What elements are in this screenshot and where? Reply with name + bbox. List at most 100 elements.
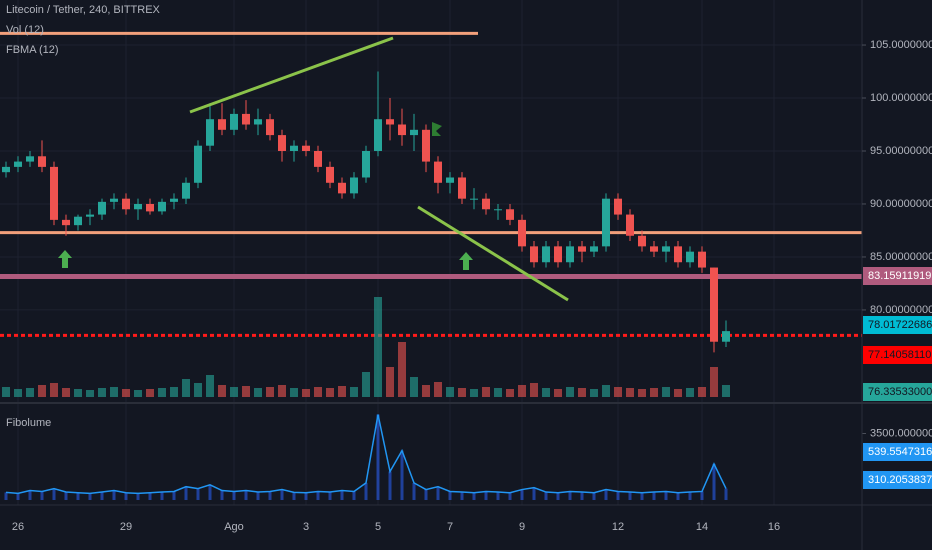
price-tag (863, 316, 932, 334)
price-axis: 80.00000000 85.00000000 90.00000000 95.0000… (862, 39, 932, 401)
y-tick-label: 80.00000000 (870, 304, 932, 316)
candle-body (398, 124, 406, 136)
levels (0, 31, 862, 337)
candle-body (698, 251, 706, 268)
fibolume-bar (580, 492, 584, 500)
candle-body (290, 145, 298, 151)
fibolume-bar (700, 491, 704, 500)
arrow-up (58, 250, 72, 268)
volume-bar (14, 389, 22, 397)
price-tag-label: 77.14058110 (868, 349, 931, 361)
fibolume-bar (652, 492, 656, 500)
volume-bar (266, 387, 274, 397)
fibolume-bar (484, 491, 488, 500)
fibolume-bar (112, 490, 116, 500)
volume-bar (458, 388, 466, 397)
trendline (417, 205, 569, 302)
fibolume-bar (436, 486, 440, 500)
fibolume-bar (88, 493, 92, 500)
volume-bar (170, 387, 178, 397)
candle-body (710, 267, 718, 342)
fibolume-bar (604, 489, 608, 500)
candle-body (110, 198, 118, 202)
fibolume-bar (292, 492, 296, 500)
fibolume-panel: 3500.00000000 539.55473167 310.20538374 (4, 414, 932, 500)
volume-bar (86, 390, 94, 397)
volume-bar (290, 388, 298, 397)
y-tick-label: 3500.00000000 (870, 427, 932, 439)
candles (2, 71, 730, 353)
candle-body (386, 119, 394, 125)
x-tick-label: 14 (696, 521, 708, 533)
volume-bar (50, 383, 58, 397)
candle-body (134, 203, 142, 210)
fibolume-bar (628, 492, 632, 500)
fibolume-line (5, 414, 727, 495)
volume-bar (38, 385, 46, 397)
candle-body (638, 235, 646, 247)
candle-body (614, 198, 622, 215)
volume-bar (74, 389, 82, 397)
candle-body (50, 166, 58, 220)
x-tick-label: 29 (120, 521, 132, 533)
candle-body (566, 246, 574, 263)
candle-body (506, 209, 514, 220)
price-tag (863, 383, 932, 401)
fibolume-bar (508, 492, 512, 500)
volume-bar (698, 387, 706, 397)
fibolume-bar (424, 489, 428, 500)
fibolume-bar (712, 463, 716, 500)
candle-body (626, 214, 634, 236)
fibolume-bar (304, 492, 308, 500)
indicator-label: Vol (12) (6, 24, 44, 36)
panel-title: Fibolume (6, 417, 51, 429)
price-tag (863, 346, 932, 364)
value-tag (863, 443, 932, 461)
fibolume-bar (40, 491, 44, 500)
fibolume-bar (364, 482, 368, 500)
price-tag (863, 267, 932, 285)
volume-bar (98, 388, 106, 397)
volume-bar (326, 388, 334, 397)
fibolume-bar (328, 492, 332, 500)
price-tag-label: 76.33533000 (868, 386, 932, 398)
arrow-up (459, 252, 473, 270)
fibolume-bar (136, 493, 140, 500)
fibolume-bar (520, 489, 524, 500)
volume-bar (62, 388, 70, 397)
x-tick-label: 12 (612, 521, 624, 533)
candle-body (458, 177, 466, 199)
candle-body (410, 129, 418, 136)
volume-bar (410, 377, 418, 397)
volume-bar (2, 387, 10, 397)
fibolume-bar (16, 493, 20, 500)
volume-bar (230, 387, 238, 397)
fibolume-bar (388, 471, 392, 500)
volume-bar (518, 385, 526, 397)
volume-bar (302, 389, 310, 397)
fibolume-bar (76, 492, 80, 500)
candle-body (122, 198, 130, 210)
indicator-label: FBMA (12) (6, 44, 59, 56)
price-tag-label: 83.15911919 (868, 270, 931, 282)
fibolume-bar (664, 491, 668, 500)
volume-bar (470, 389, 478, 397)
candle-body (302, 145, 310, 151)
fibolume-bar (184, 486, 188, 500)
candle-body (422, 129, 430, 162)
candle-body (494, 209, 502, 211)
candle-body (686, 251, 694, 263)
y-tick-label: 85.00000000 (870, 251, 932, 263)
candle-body (170, 198, 178, 202)
fibolume-bar (172, 491, 176, 500)
volume-bar (362, 372, 370, 397)
candle-body (326, 166, 334, 183)
y-tick-label: 90.00000000 (870, 198, 932, 210)
volume-bar (338, 386, 346, 397)
candle-body (590, 246, 598, 252)
value-tag-label: 310.20538374 (868, 474, 932, 486)
volume-bar (254, 388, 262, 397)
fibolume-bar (688, 492, 692, 500)
volume-bar (590, 389, 598, 397)
